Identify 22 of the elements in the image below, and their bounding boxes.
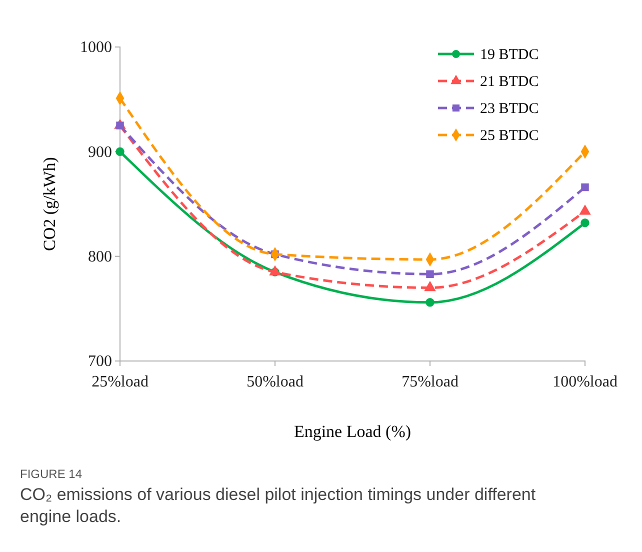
x-tick-label: 25%load: [92, 374, 148, 391]
legend-label: 21 BTDC: [480, 74, 539, 90]
y-tick-label: 800: [88, 248, 112, 266]
legend-label: 19 BTDC: [480, 47, 539, 63]
legend-label: 23 BTDC: [480, 101, 539, 117]
y-axis-title: CO2 (g/kWh): [40, 157, 59, 251]
x-tick-label: 50%load: [246, 374, 304, 391]
y-tick-label: 700: [88, 353, 112, 370]
point: [580, 218, 590, 228]
point: [426, 270, 434, 278]
x-tick-label: 100%load: [552, 374, 618, 391]
point: [116, 147, 124, 156]
y-tick-label: 1000: [80, 39, 112, 56]
text: CO₂ emissions of various diesel pilot injection timings under different engine loads.: [20, 484, 537, 528]
point: [426, 298, 434, 307]
caption: FIGURE 14: [20, 467, 82, 481]
point: [579, 204, 591, 215]
point: [581, 183, 589, 192]
x-axis-title: Engine Load (%): [294, 422, 412, 441]
x-tick-label: 75%load: [402, 374, 458, 391]
y-tick-label: 900: [88, 144, 112, 161]
legend-label: 25 BTDC: [480, 128, 539, 144]
